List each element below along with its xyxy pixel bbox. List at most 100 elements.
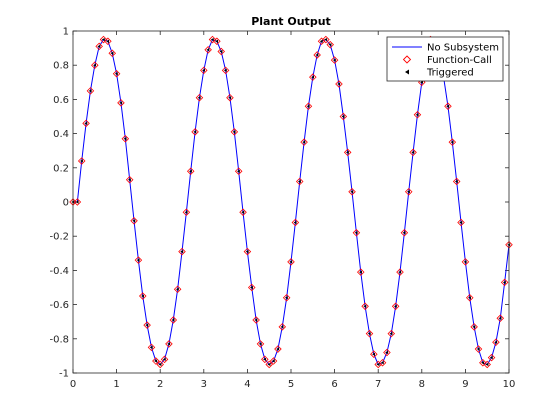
triggered-point <box>354 231 358 235</box>
function-call-point <box>247 283 256 292</box>
function-call-point <box>322 35 330 44</box>
function-call-point <box>479 358 487 367</box>
legend-triggered-label: Triggered <box>426 68 474 79</box>
x-axis-ticks: 0 1 2 3 4 5 6 7 8 9 10 <box>70 31 516 390</box>
function-call-point <box>361 302 369 311</box>
function-call-point <box>487 353 496 362</box>
triggered-point <box>223 68 227 72</box>
x-tick-label: 5 <box>288 379 294 390</box>
function-call-point <box>125 176 134 184</box>
triggered-point <box>380 361 384 365</box>
function-call-point <box>383 348 391 357</box>
legend: No Subsystem Function-Call Triggered <box>386 36 504 82</box>
function-call-point <box>82 119 90 128</box>
function-call-point <box>404 187 413 196</box>
triggered-point <box>311 75 314 79</box>
triggered-point <box>145 323 149 327</box>
function-call-point <box>370 350 378 358</box>
triggered-point <box>202 68 205 72</box>
function-call-point <box>186 167 195 175</box>
triggered-point <box>254 318 258 322</box>
plot-area <box>73 31 509 373</box>
triggered-point <box>79 159 83 163</box>
y-axis-ticks: -1 -0.8 -0.6 -0.4 -0.2 0 0.2 0.4 0.6 0.8 1 <box>49 27 509 380</box>
triggered-point <box>184 210 188 214</box>
function-call-point <box>378 358 387 367</box>
function-call-point <box>356 268 365 276</box>
function-call-point <box>152 357 160 365</box>
triggered-point <box>210 37 214 42</box>
function-call-point <box>483 360 491 369</box>
triggered-point <box>385 350 389 355</box>
function-call-point <box>160 355 169 364</box>
function-call-point <box>387 329 396 338</box>
legend-function-call-swatch <box>402 55 412 64</box>
x-tick-label: 6 <box>331 379 337 390</box>
triggered-point <box>206 48 210 52</box>
triggered-point <box>485 362 489 367</box>
x-tick-label: 1 <box>113 379 119 390</box>
function-call-point <box>309 73 317 81</box>
triggered-point <box>463 260 467 264</box>
function-call-point <box>474 345 483 353</box>
function-call-point <box>365 329 374 338</box>
triggered-point <box>232 130 236 134</box>
y-tick-label: -0.8 <box>49 334 69 345</box>
function-call-point <box>178 247 186 256</box>
function-call-point <box>492 338 500 346</box>
triggered-point <box>372 352 376 356</box>
triggered-point <box>389 332 393 336</box>
function-call-point <box>252 316 260 324</box>
triggered-point <box>367 332 371 336</box>
triggered-point <box>454 179 458 184</box>
function-call-point <box>243 247 252 256</box>
triggered-point <box>114 72 118 76</box>
function-call-point <box>470 323 478 331</box>
function-call-point <box>335 80 343 88</box>
function-call-point <box>173 285 182 293</box>
x-tick-label: 10 <box>503 379 516 390</box>
function-call-point <box>213 37 221 46</box>
function-call-point <box>77 157 86 165</box>
triggered-point <box>337 82 341 86</box>
y-tick-label: -0.2 <box>49 232 69 243</box>
triggered-point <box>498 316 502 320</box>
triggered-point <box>415 113 419 117</box>
function-call-point <box>234 167 243 175</box>
triggered-point <box>459 220 463 225</box>
triggered-point <box>324 37 328 42</box>
function-call-point <box>448 138 457 146</box>
y-tick-label: 0 <box>63 198 69 209</box>
function-call-point <box>121 134 130 143</box>
function-call-point <box>396 268 404 276</box>
triggered-point <box>249 285 253 290</box>
function-call-point <box>99 35 108 44</box>
function-call-point <box>457 218 465 227</box>
triggered-point <box>228 96 232 100</box>
triggered-point <box>280 325 284 329</box>
function-call-point <box>391 302 400 311</box>
function-call-point <box>86 87 95 95</box>
function-call-point <box>134 256 143 264</box>
triggered-point <box>188 169 192 173</box>
triggered-point <box>276 347 280 351</box>
y-tick-label: -1 <box>59 369 69 380</box>
triggered-point <box>171 318 175 322</box>
triggered-point <box>267 362 271 367</box>
triggered-point <box>236 169 240 173</box>
triggered-point <box>446 104 450 108</box>
function-call-point <box>313 51 321 59</box>
function-call-point <box>326 40 335 49</box>
y-tick-label: 1 <box>63 27 69 38</box>
triggered-point <box>75 200 79 204</box>
function-call-point <box>343 148 352 157</box>
triggered-point <box>489 356 493 360</box>
triggered-point <box>180 249 184 254</box>
triggered-point <box>398 270 402 274</box>
triggered-point <box>406 190 410 194</box>
triggered-point <box>376 362 380 367</box>
triggered-point <box>319 39 323 43</box>
triggered-point <box>502 280 506 284</box>
triggered-point <box>289 260 293 264</box>
